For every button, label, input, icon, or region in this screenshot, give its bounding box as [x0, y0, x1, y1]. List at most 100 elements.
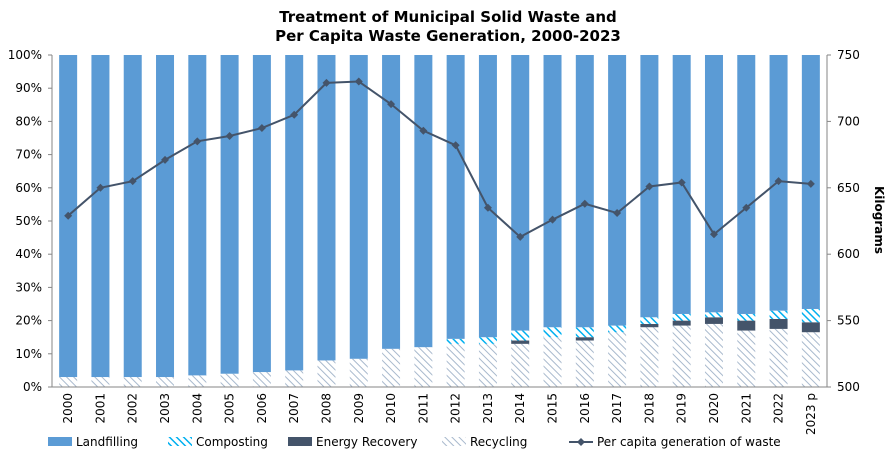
left-tick-label: 20% [15, 314, 42, 328]
legend-label: Energy Recovery [316, 435, 417, 449]
bar-landfilling [220, 55, 239, 374]
bar-landfilling [156, 55, 175, 378]
line-point-per-capita [709, 230, 718, 239]
legend-swatch-marker [577, 438, 585, 446]
x-tick-label: 2011 [416, 393, 430, 424]
chart-title-line-1: Treatment of Municipal Solid Waste and [279, 8, 617, 26]
bar-energy-recovery [575, 337, 594, 341]
bar-recycling [672, 325, 691, 387]
right-tick-label: 500 [837, 380, 860, 394]
bar-recycling [704, 323, 723, 387]
chart-title: Treatment of Municipal Solid Waste and P… [275, 8, 621, 45]
x-tick-label: 2008 [319, 393, 333, 424]
line-point-per-capita [451, 141, 460, 150]
legend-swatch [288, 437, 312, 446]
left-tick-label: 50% [15, 214, 42, 228]
x-axis: 2000 2001 2002 2003 2004 2005 2006 2007 2008 2009… [52, 386, 827, 435]
right-tick-label: 750 [837, 48, 860, 62]
bar-landfilling [446, 55, 465, 339]
line-point-per-capita [161, 155, 170, 164]
x-tick-label: 2001 [93, 393, 107, 424]
line-per-capita-generation [67, 80, 811, 239]
line-point-per-capita [580, 199, 589, 208]
bar-composting [446, 338, 465, 344]
x-tick-label: 2022 [772, 393, 786, 424]
legend-label: Landfilling [76, 435, 138, 449]
bar-landfilling [91, 55, 110, 378]
line-point-per-capita [677, 178, 686, 187]
left-tick-label: 10% [15, 347, 42, 361]
bar-landfilling [608, 55, 627, 326]
bar-landfilling [737, 55, 756, 314]
x-tick-label: 2017 [610, 393, 624, 424]
bar-landfilling [704, 55, 723, 313]
bar-landfilling [252, 55, 271, 373]
bar-energy-recovery [704, 317, 723, 324]
bar-landfilling [123, 55, 142, 378]
x-tick-label: 2015 [546, 393, 560, 424]
x-tick-label: 2021 [739, 393, 753, 424]
left-tick-label: 70% [15, 148, 42, 162]
bar-recycling [285, 370, 304, 387]
x-tick-label: 2014 [513, 393, 527, 424]
legend: Landfilling Composting Energy Recovery Recy… [48, 435, 781, 449]
left-tick-label: 90% [15, 81, 42, 95]
bar-recycling [156, 377, 175, 387]
bar-energy-recovery [640, 323, 659, 328]
line-point-per-capita [128, 177, 137, 186]
x-tick-label: 2005 [223, 393, 237, 424]
bar-landfilling [317, 55, 336, 361]
left-tick-label: 60% [15, 181, 42, 195]
right-tick-label: 650 [837, 181, 860, 195]
line-point-per-capita [387, 100, 396, 109]
x-tick-label: 2002 [126, 393, 140, 424]
bar-landfilling [478, 55, 497, 338]
left-tick-label: 30% [15, 280, 42, 294]
bar-composting [640, 317, 659, 324]
line-point-per-capita [613, 209, 622, 218]
bar-composting [511, 330, 530, 341]
bar-recycling [737, 330, 756, 387]
x-tick-label: 2009 [352, 393, 366, 424]
line-point-per-capita [645, 182, 654, 191]
bar-landfilling [382, 55, 401, 349]
right-tick-label: 700 [837, 114, 860, 128]
bar-recycling [382, 348, 401, 387]
bar-recycling [543, 337, 562, 387]
x-tick-label: 2010 [384, 393, 398, 424]
legend-swatch [168, 437, 192, 446]
bar-landfilling [349, 55, 368, 359]
bar-landfilling [511, 55, 530, 331]
bar-landfilling [188, 55, 207, 376]
bar-composting [801, 308, 820, 323]
x-tick-label: 2012 [449, 393, 463, 424]
x-tick-label: 2000 [61, 393, 75, 424]
bar-recycling [317, 360, 336, 387]
chart-title-line-2: Per Capita Waste Generation, 2000-2023 [275, 27, 621, 45]
bar-recycling [446, 343, 465, 387]
right-tick-label: 550 [837, 314, 860, 328]
bar-composting [704, 312, 723, 318]
x-tick-label: 2020 [707, 393, 721, 424]
bar-recycling [608, 332, 627, 387]
bar-recycling [414, 347, 433, 387]
left-tick-label: 100% [8, 48, 42, 62]
line-point-per-capita [64, 211, 73, 220]
right-axis: 500 550 600 650 700 750 [826, 48, 860, 394]
bar-recycling [123, 377, 142, 387]
left-tick-label: 80% [15, 114, 42, 128]
line-point-per-capita [322, 78, 331, 87]
line-point-per-capita [419, 126, 428, 135]
bar-recycling [188, 375, 207, 387]
legend-swatch [48, 437, 72, 446]
x-tick-label: 2016 [578, 393, 592, 424]
line-point-per-capita [483, 203, 492, 212]
bar-landfilling [285, 55, 304, 371]
line-point-per-capita [774, 177, 783, 186]
bar-recycling [91, 377, 110, 387]
plot-area [59, 55, 820, 387]
bar-energy-recovery [737, 320, 756, 331]
bar-energy-recovery [511, 340, 530, 344]
bar-energy-recovery [801, 322, 820, 333]
bar-landfilling [414, 55, 433, 348]
